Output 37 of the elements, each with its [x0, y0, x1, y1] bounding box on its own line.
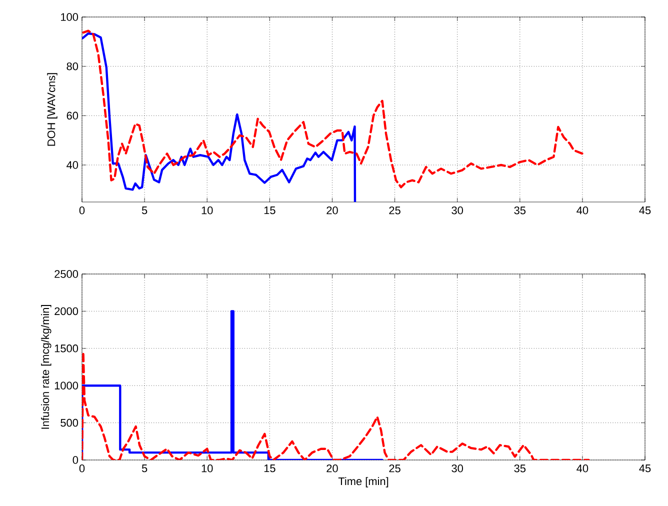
y-tick-label: 1500 — [54, 344, 78, 352]
y-axis-title: DOH [WAVcns] — [47, 73, 58, 146]
line-series — [82, 30, 586, 188]
x-tick-label: 45 — [639, 464, 651, 472]
x-tick-label: 15 — [264, 464, 276, 472]
x-tick-label: 10 — [202, 206, 213, 214]
x-tick-label: 45 — [639, 206, 651, 214]
y-tick-label: 1000 — [54, 382, 78, 390]
y-tick-label: 40 — [66, 161, 78, 169]
x-tick-label: 0 — [79, 464, 85, 472]
line-series — [82, 32, 356, 202]
y-tick-label: 500 — [60, 418, 78, 427]
x-tick-label: 5 — [142, 464, 148, 472]
y-tick-label: 80 — [66, 62, 78, 70]
y-tick-label: 100 — [61, 13, 78, 21]
line-series — [82, 310, 384, 460]
y-tick-label: 60 — [66, 112, 78, 120]
x-tick-label: 20 — [326, 206, 338, 214]
x-tick-label: 0 — [79, 206, 85, 214]
x-tick-label: 35 — [514, 464, 526, 472]
x-tick-label: 30 — [452, 464, 463, 472]
x-tick-label: 40 — [576, 206, 588, 214]
x-tick-label: 15 — [264, 206, 276, 214]
x-tick-label: 35 — [514, 206, 526, 214]
x-tick-label: 5 — [142, 206, 148, 214]
y-tick-label: 2500 — [54, 270, 78, 278]
x-tick-label: 40 — [576, 464, 588, 472]
x-tick-label: 30 — [452, 206, 463, 214]
y-axis-title: Infusion rate [mcg/kg/min] — [41, 305, 52, 429]
x-tick-label: 20 — [326, 464, 338, 472]
y-tick-label: 0 — [72, 456, 78, 464]
line-series — [82, 351, 590, 460]
y-tick-label: 2000 — [54, 307, 78, 316]
x-axis-title: Time [min] — [338, 477, 388, 488]
x-tick-label: 25 — [389, 464, 400, 472]
x-tick-label: 10 — [202, 464, 213, 472]
x-tick-label: 25 — [389, 206, 400, 214]
